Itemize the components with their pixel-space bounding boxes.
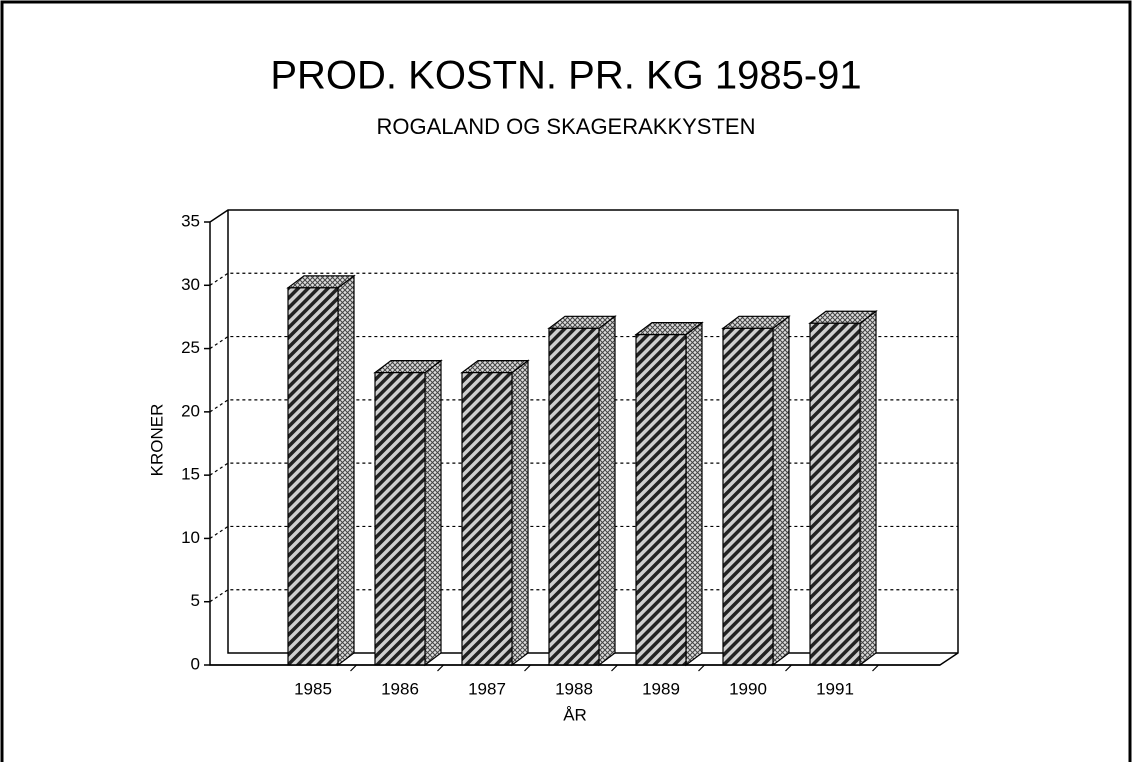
bar-side [598, 315, 616, 667]
x-tick-label: 1989 [642, 679, 680, 698]
bar-side [859, 310, 877, 667]
x-axis-label: ÅR [563, 705, 587, 724]
grid-line [209, 335, 958, 350]
x-tick-label: 1986 [381, 679, 419, 698]
bar-front [722, 327, 774, 666]
bar-front [548, 327, 600, 666]
bar [634, 321, 704, 667]
y-axis-label: KRONER [147, 404, 166, 477]
x-tick-label: 1987 [468, 679, 506, 698]
bar-front [374, 372, 426, 666]
x-tick [611, 664, 618, 672]
bar [547, 315, 617, 667]
x-tick-label: 1985 [294, 679, 332, 698]
y-tick-label: 30 [181, 275, 200, 294]
x-tick-label: 1991 [816, 679, 854, 698]
bar-front [809, 322, 861, 666]
x-tick [698, 664, 705, 672]
x-tick-label: 1990 [729, 679, 767, 698]
x-tick [872, 664, 879, 672]
bar-side [511, 359, 529, 667]
bar [808, 310, 878, 667]
grid-line [209, 272, 958, 286]
y-tick-label: 5 [191, 591, 200, 610]
x-tick [785, 664, 792, 672]
bar-side [337, 274, 355, 667]
grid-line [209, 399, 958, 413]
y-tick-label: 20 [181, 401, 200, 420]
bar [721, 315, 791, 667]
grid-line [209, 525, 958, 539]
bar [373, 359, 443, 667]
bar-side [772, 315, 790, 667]
bar-side [424, 359, 442, 667]
x-tick [524, 664, 531, 672]
bar-front [287, 287, 339, 666]
y-tick-label: 15 [181, 465, 200, 484]
bar [460, 359, 530, 667]
x-tick [350, 664, 357, 672]
grid-line [209, 462, 958, 476]
bar-front [461, 372, 513, 666]
bar-side [685, 321, 703, 667]
chart-title: PROD. KOSTN. PR. KG 1985-91 [270, 54, 861, 98]
y-tick-label: 35 [181, 211, 200, 230]
bar [286, 274, 356, 667]
y-tick-label: 25 [181, 338, 200, 357]
chart-subtitle: ROGALAND OG SKAGERAKKYSTEN [377, 114, 756, 139]
y-tick-label: 10 [181, 528, 200, 547]
y-tick-label: 0 [191, 654, 200, 673]
grid-line [209, 589, 958, 603]
bar-front [635, 334, 687, 666]
x-tick [437, 664, 444, 672]
x-tick-label: 1988 [555, 679, 593, 698]
